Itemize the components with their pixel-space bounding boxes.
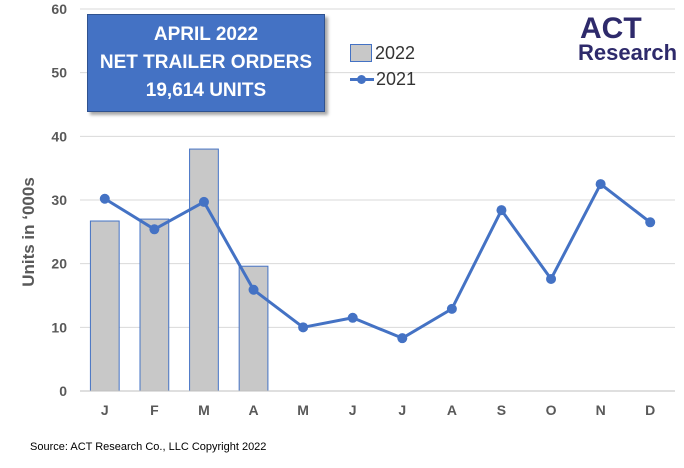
x-tick-label: N [596,402,606,418]
y-tick-label: 30 [51,192,67,208]
legend-swatch-2022 [350,44,372,62]
point-2021 [595,179,606,190]
x-tick-label: F [150,402,159,418]
point-2021 [496,205,507,216]
axes: 0 10 20 30 40 50 60 J F M A M J J A S O N D [51,1,675,418]
point-2021 [645,217,656,228]
title-line-1: APRIL 2022 [153,24,259,45]
bar-2022 [139,218,170,392]
legend-swatch-2021 [350,71,374,87]
title-line-3: 19,614 UNITS [145,80,267,101]
x-tick-label: A [248,402,258,418]
point-2021 [198,196,209,207]
legend-item-2022: 2022 [350,40,416,66]
x-tick-label: D [645,402,655,418]
x-tick-label: J [101,402,109,418]
legend: 2022 2021 [350,40,416,92]
bar-2022 [189,148,219,392]
logo-research-text: Research [578,40,678,65]
x-tick-label: O [546,402,557,418]
legend-label-2021: 2021 [376,68,417,89]
y-tick-label: 40 [51,128,67,144]
point-2021 [248,284,259,295]
y-tick-label: 60 [51,1,67,17]
legend-item-2021: 2021 [350,66,416,92]
act-research-logo: ACT Research [578,12,684,65]
x-tick-label: J [398,402,406,418]
point-2021 [397,333,408,344]
logo-act-text: ACT [580,12,642,45]
y-axis-label: Units in ‘000s [19,177,38,287]
line-2021 [99,179,656,344]
x-tick-label: S [497,402,506,418]
point-2021 [546,273,557,284]
point-2021 [446,303,457,314]
line-2021-path [104,182,652,340]
title-box: APRIL 2022 NET TRAILER ORDERS 19,614 UNI… [87,14,325,112]
x-tick-label: J [349,402,357,418]
y-tick-label: 0 [59,383,67,399]
bar-2022 [89,220,120,392]
point-2021 [149,224,160,235]
legend-label-2022: 2022 [375,42,416,63]
bars-2022 [89,148,269,392]
source-note: Source: ACT Research Co., LLC Copyright … [30,441,267,453]
title-line-2: NET TRAILER ORDERS [99,52,313,73]
x-tick-label: M [198,402,210,418]
point-2021 [298,322,309,333]
x-tick-label: A [447,402,457,418]
point-2021 [99,193,110,204]
x-tick-label: M [297,402,309,418]
y-tick-label: 20 [51,256,67,272]
y-tick-label: 50 [51,65,67,81]
point-2021 [347,312,358,323]
y-tick-label: 10 [51,319,67,335]
